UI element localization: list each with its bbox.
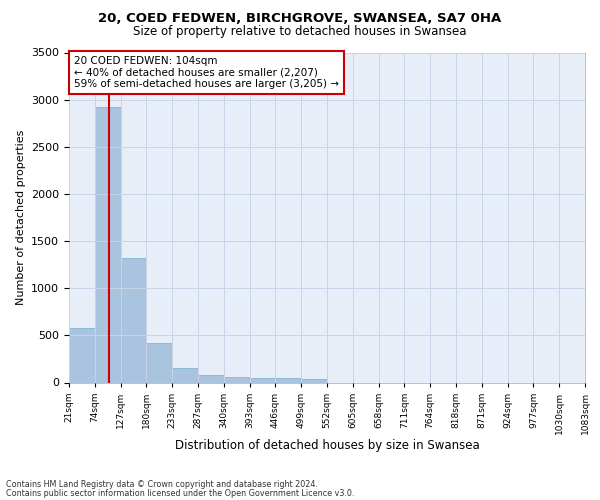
Bar (224, 377, 250, 382)
Bar (250, 378, 275, 382)
Bar (172, 368, 198, 382)
Y-axis label: Number of detached properties: Number of detached properties (16, 130, 26, 305)
Text: 20 COED FEDWEN: 104sqm
← 40% of detached houses are smaller (2,207)
59% of semi-: 20 COED FEDWEN: 104sqm ← 40% of detached… (74, 56, 339, 89)
Bar (69, 328, 95, 382)
Bar (121, 258, 146, 382)
Text: 20, COED FEDWEN, BIRCHGROVE, SWANSEA, SA7 0HA: 20, COED FEDWEN, BIRCHGROVE, SWANSEA, SA… (98, 12, 502, 26)
Bar (198, 375, 224, 382)
Bar (275, 378, 301, 382)
Bar (301, 379, 327, 382)
Bar (95, 107, 121, 382)
Text: Contains HM Land Registry data © Crown copyright and database right 2024.: Contains HM Land Registry data © Crown c… (6, 480, 318, 489)
Bar (146, 344, 172, 382)
X-axis label: Distribution of detached houses by size in Swansea: Distribution of detached houses by size … (175, 439, 479, 452)
Text: Size of property relative to detached houses in Swansea: Size of property relative to detached ho… (133, 25, 467, 38)
Text: Contains public sector information licensed under the Open Government Licence v3: Contains public sector information licen… (6, 488, 355, 498)
